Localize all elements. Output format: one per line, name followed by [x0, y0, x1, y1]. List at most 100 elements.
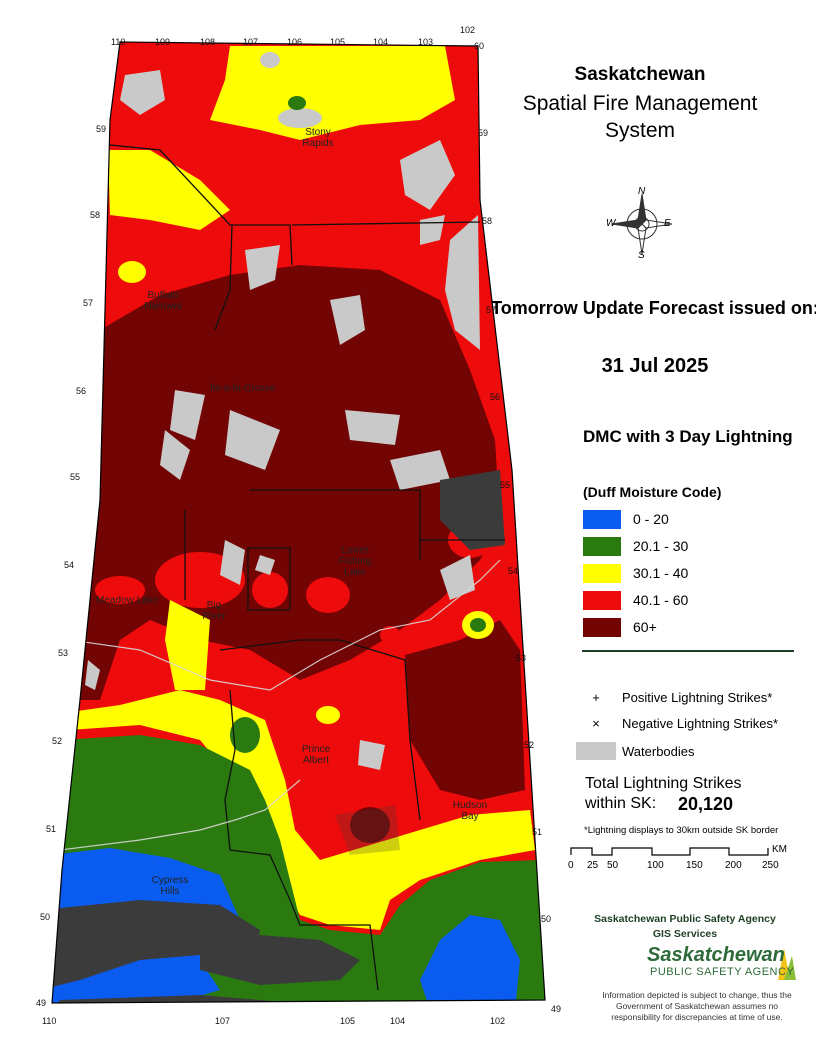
- legend-negative-label: Negative Lightning Strikes*: [622, 716, 779, 731]
- total-value: 20,120: [678, 794, 734, 814]
- place-big-river: Big River: [202, 600, 226, 622]
- coord-label: 49: [36, 998, 47, 1008]
- agency-dept: GIS Services: [652, 928, 718, 940]
- legend-class: 60+: [583, 617, 657, 637]
- scale-tick-label: 200: [725, 860, 742, 871]
- legend-positive-strike: + Positive Lightning Strikes*: [576, 690, 772, 705]
- coord-label: 109: [155, 37, 171, 47]
- coord-label: 106: [287, 37, 303, 47]
- coord-label: 59: [96, 124, 107, 134]
- place-hudson-bay: Hudson Bay: [452, 800, 488, 822]
- coord-label: 110: [111, 37, 126, 47]
- legend-swatch: [583, 617, 621, 637]
- coord-label: 51: [532, 827, 543, 837]
- agency-name: Saskatchewan Public Safety Agency: [594, 913, 776, 925]
- coord-label: 58: [482, 216, 493, 226]
- scale-tick-label: 100: [647, 860, 664, 871]
- place-stony-rapids: Stony Rapids: [302, 127, 334, 149]
- agency-logo-text: Saskatchewan: [647, 944, 785, 966]
- legend-swatch: [583, 509, 621, 529]
- agency-logo-leaf: [778, 948, 796, 980]
- legend-class-label: 40.1 - 60: [633, 592, 689, 608]
- coord-label: 52: [524, 740, 535, 750]
- coord-label: 107: [243, 37, 259, 47]
- scale-tick-label: 250: [762, 860, 779, 871]
- coord-label: 49: [551, 1004, 562, 1014]
- legend-swatch: [583, 590, 621, 610]
- place-prince-albert: Prince Albert: [301, 744, 331, 766]
- legend-subtitle: (Duff Moisture Code): [583, 484, 722, 500]
- legend-class: 20.1 - 30: [583, 536, 688, 556]
- coord-label: 108: [200, 37, 216, 47]
- legend-swatch: [583, 563, 621, 583]
- place-meadow-lake: Meadow Lake: [96, 595, 159, 606]
- place-cypress-hills: Cypress Hills: [151, 875, 189, 897]
- coord-label: 105: [340, 1016, 356, 1026]
- coord-label: 56: [76, 386, 87, 396]
- legend-class-label: 20.1 - 30: [633, 538, 689, 554]
- app-subtitle: Spatial Fire Management System: [522, 92, 758, 142]
- legend-water-label: Waterbodies: [622, 743, 695, 759]
- lightning-note: *Lightning displays to 30km outside SK b…: [584, 825, 779, 836]
- coord-label: 54: [508, 566, 519, 576]
- legend-class: 40.1 - 60: [583, 590, 688, 610]
- coord-label: 58: [90, 210, 101, 220]
- coord-label: 110: [42, 1016, 57, 1026]
- coord-label: 53: [516, 653, 527, 663]
- coord-label: 57: [486, 305, 497, 315]
- legend-swatch: [583, 536, 621, 556]
- coord-label: 59: [478, 128, 489, 138]
- legend-class: 0 - 20: [583, 509, 669, 529]
- legend-class-label: 30.1 - 40: [633, 565, 689, 581]
- coord-label: 103: [418, 37, 434, 47]
- coord-label: 55: [500, 480, 511, 490]
- forecast-date: 31 Jul 2025: [601, 355, 709, 377]
- coord-label: 51: [46, 824, 57, 834]
- coord-label: 102: [490, 1016, 506, 1026]
- agency-logo-subtext: PUBLIC SAFETY AGENCY: [650, 966, 795, 978]
- coord-label: 60: [474, 41, 485, 51]
- scale-tick-label: 150: [686, 860, 703, 871]
- compass-rose: [611, 193, 673, 255]
- coord-label: 102: [460, 25, 476, 35]
- forecast-label: Tomorrow Update Forecast issued on:: [491, 298, 816, 318]
- legend-negative-strike: × Negative Lightning Strikes*: [576, 716, 778, 731]
- total-label-2: within SK:: [585, 795, 657, 812]
- scale-tick-label: 25: [587, 860, 599, 871]
- compass-s: S: [638, 250, 645, 261]
- place-ile-a-la-crosse: Ile-a-la-Crosse: [210, 383, 276, 394]
- legend-positive-label: Positive Lightning Strikes*: [622, 690, 773, 705]
- compass-e: E: [664, 218, 671, 229]
- legend-class-label: 60+: [633, 619, 657, 635]
- coord-label: 56: [490, 392, 501, 402]
- coord-label: 52: [52, 736, 63, 746]
- coord-label: 57: [83, 298, 94, 308]
- plus-icon: +: [592, 690, 600, 705]
- legend-waterbodies: Waterbodies: [576, 742, 695, 760]
- coord-label: 55: [70, 472, 81, 482]
- total-label-1: Total Lightning Strikes: [585, 775, 742, 792]
- coord-label: 50: [541, 914, 552, 924]
- coord-label: 53: [58, 648, 69, 658]
- coord-label: 104: [390, 1016, 406, 1026]
- scale-tick-label: 50: [607, 860, 619, 871]
- app-title: Saskatchewan: [574, 64, 706, 85]
- waterbody-swatch: [576, 742, 616, 760]
- legend-title: DMC with 3 Day Lightning: [583, 427, 793, 446]
- coord-label: 105: [330, 37, 346, 47]
- scale-tick-label: 0: [568, 860, 574, 871]
- compass-w: W: [606, 218, 616, 229]
- scale-bar: [570, 847, 769, 856]
- coord-label: 50: [40, 912, 51, 922]
- legend-class: 30.1 - 40: [583, 563, 688, 583]
- compass-n: N: [638, 186, 646, 197]
- disclaimer: Information depicted is subject to chang…: [602, 990, 792, 1022]
- coord-label: 54: [64, 560, 75, 570]
- coord-label: 107: [215, 1016, 231, 1026]
- place-buffalo-narrows: Buffalo Narrows: [144, 290, 182, 312]
- legend-class-label: 0 - 20: [633, 511, 669, 527]
- coord-label: 104: [373, 37, 389, 47]
- place-lower-fishing-lake: Lower Fishing Lake: [338, 545, 372, 578]
- scale-unit: KM: [772, 844, 787, 855]
